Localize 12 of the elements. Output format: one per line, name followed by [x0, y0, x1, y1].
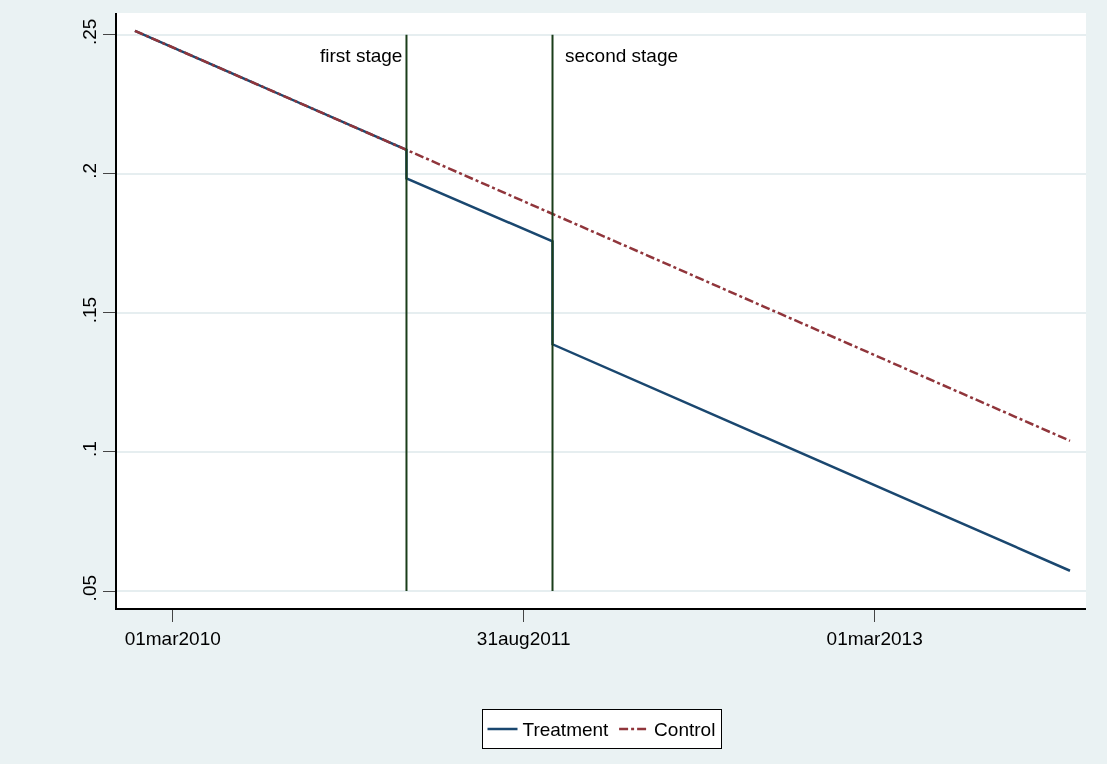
y-tick-label: .2 [78, 163, 100, 179]
ref-line-label: first stage [320, 45, 403, 66]
x-tick-label: 31aug2011 [476, 627, 571, 649]
y-tick-label: .1 [78, 441, 100, 458]
x-tick-label: 01mar2013 [826, 627, 923, 649]
legend-label: Control [654, 719, 716, 741]
y-tick-label: .25 [78, 18, 100, 46]
x-tick-label: 01mar2010 [124, 627, 221, 649]
ref-line-label: second stage [565, 45, 679, 66]
y-tick-label: .15 [78, 296, 100, 324]
legend-label: Treatment [522, 719, 610, 741]
y-tick-label: .05 [78, 574, 100, 602]
